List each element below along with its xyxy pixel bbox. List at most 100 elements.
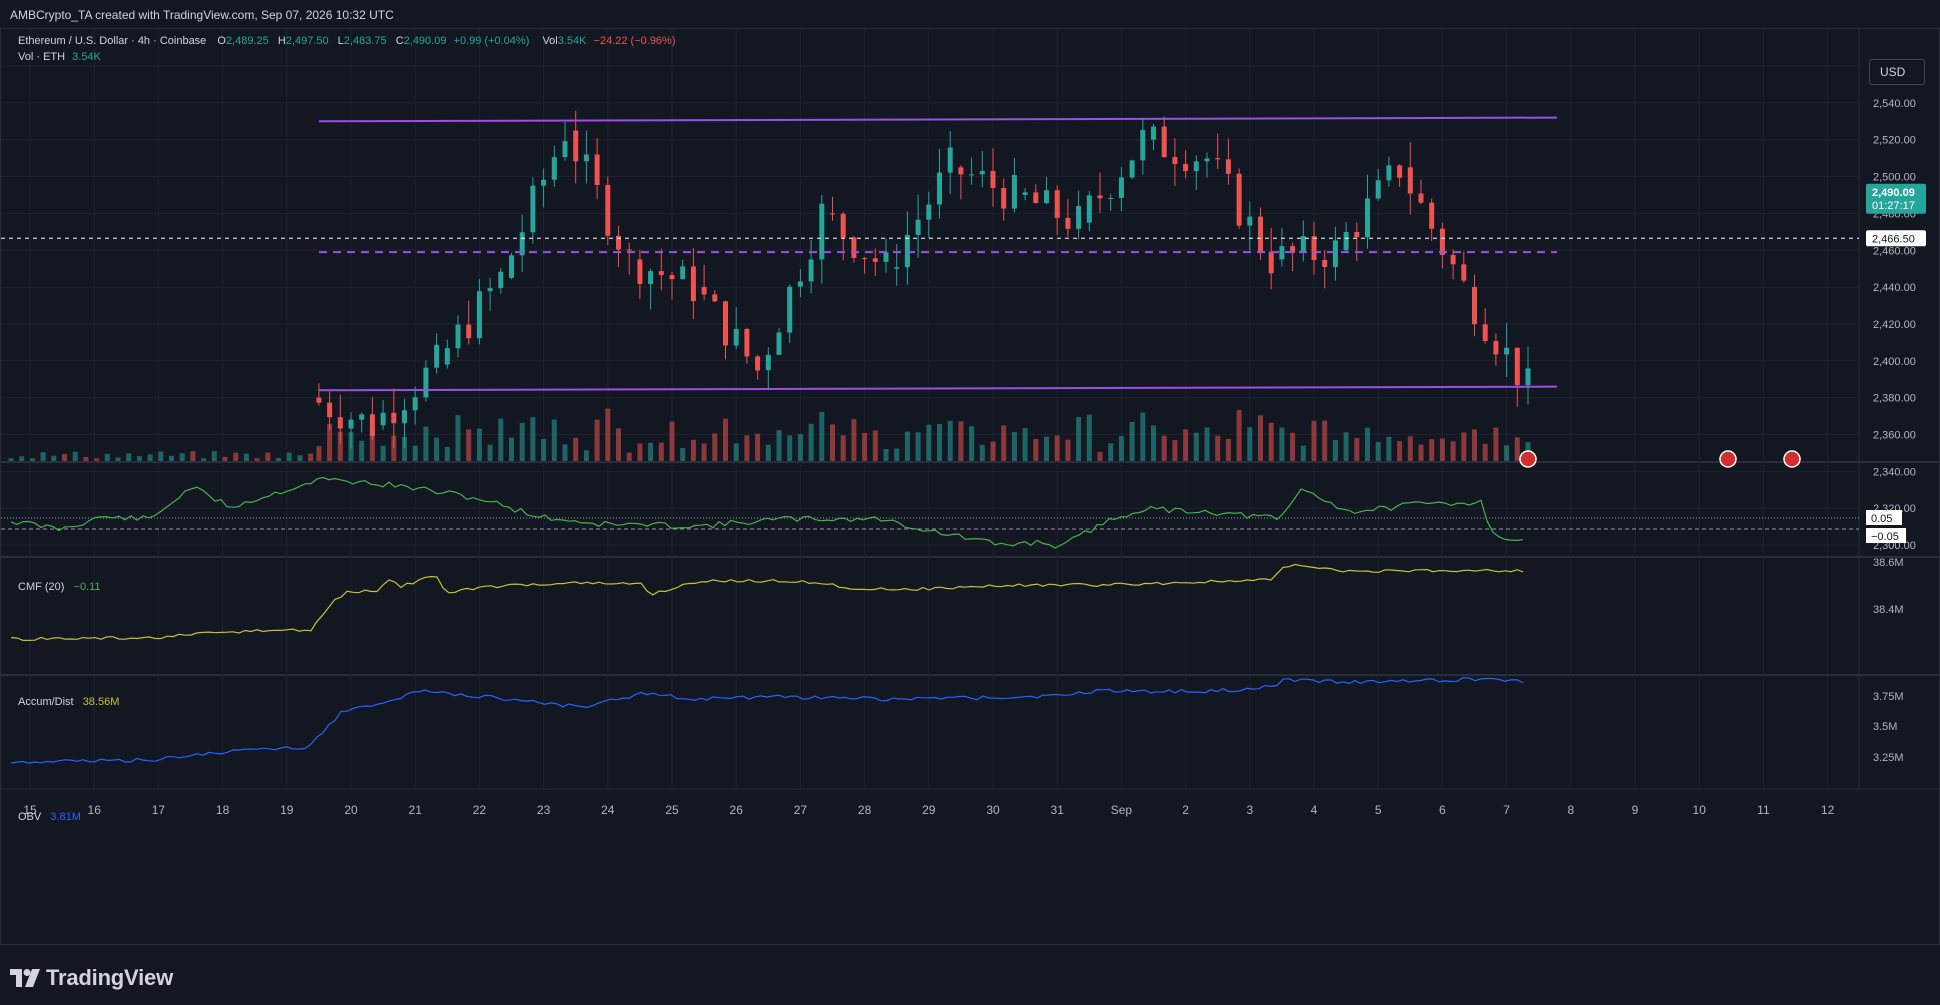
volume-bar [147,454,153,461]
candle-body [1161,126,1167,158]
candle-body [819,203,825,260]
obv-legend: OBV 3.81M [18,811,81,823]
candle-body [840,213,846,238]
chart-canvas[interactable]: 2,560.002,540.002,520.002,500.002,480.00… [1,29,1940,946]
time-axis-label: 4 [1311,803,1318,817]
time-axis-label: 11 [1757,803,1770,817]
time-axis-label: 22 [473,803,487,817]
candle-body [1033,192,1039,204]
candle-body [1300,236,1306,253]
obv-tick-label: 3.5M [1873,721,1897,733]
chart-frame[interactable]: 2,560.002,540.002,520.002,500.002,480.00… [0,28,1940,945]
candle-body [626,249,632,251]
tradingview-logo[interactable]: TradingView [10,965,173,991]
obv-line [10,677,1524,764]
volume-bar [222,456,228,461]
volume-bar [1482,443,1488,461]
volume-bar [915,432,921,461]
accum-dist-line [10,563,1524,641]
volume-bar [1450,441,1456,461]
candle-body [851,237,857,258]
price-tick-label: 2,520.00 [1873,135,1916,147]
volume-bar [190,451,196,461]
candle-body [926,204,932,220]
candle-body [1290,246,1296,253]
volume-bar [297,455,303,461]
volume-bar [391,435,397,461]
candle-body [1054,190,1060,218]
legend-close-label: C [395,35,404,47]
volume-bar [412,445,418,461]
candle-body [733,328,739,346]
volume-bar [348,432,354,461]
volume-bar [701,443,707,461]
volume-bar [402,436,407,461]
volume-bar [286,452,292,461]
legend-close-value: 2,490.09 [403,35,447,47]
tradingview-logo-icon [10,969,40,987]
time-axis-label: 12 [1821,803,1835,817]
volume-legend-value: 3.54K [72,51,101,63]
candle-body [690,266,696,302]
candle-body [573,130,579,162]
candle-body [765,354,771,371]
candle-body [915,219,921,235]
volume-bar [380,445,386,461]
candle-body [830,213,835,215]
candle-body [391,412,397,424]
volume-bar [616,428,621,461]
legend-high-value: 2,497.50 [285,35,329,47]
volume-bar [797,434,803,461]
volume-bar [669,421,675,461]
candle-body [1354,231,1360,238]
us-flag-event-icon [1783,450,1801,468]
candle-body [1118,177,1124,198]
price-tick-label: 2,500.00 [1873,172,1916,184]
candle-body [947,147,953,173]
candle-body [1493,340,1499,355]
volume-bar [530,417,536,461]
volume-bar [444,446,450,461]
volume-bar [830,424,835,461]
volume-bar [1140,412,1146,461]
price-tick-label: 2,400.00 [1873,356,1916,368]
volume-bar [1322,420,1328,461]
volume-bar [723,418,728,461]
volume-bar [1418,444,1424,461]
candle-body [1172,157,1178,165]
candle-body [1365,198,1370,238]
candle-body [551,157,557,180]
currency-button[interactable]: USD [1869,59,1925,85]
ad-tick-label: 38.6M [1873,557,1904,569]
candle-body [1472,287,1477,325]
volume-bar [733,443,739,461]
candle-body [1204,158,1210,162]
volume-bar [1311,420,1317,461]
obv-tick-label: 3.75M [1873,691,1904,703]
time-axis-label: 25 [665,803,679,817]
candle-body [701,287,707,295]
time-axis-label: 2 [1182,803,1189,817]
candle-body [797,281,803,287]
volume-bar [808,423,814,461]
current-price-badge [1866,183,1926,214]
candle-body [990,170,996,189]
volume-bar [541,438,547,461]
candle-body [744,328,750,357]
legend-vol-change: −24.22 (−0.96%) [593,35,676,47]
volume-bar [1397,441,1403,461]
candle-body [1311,236,1317,260]
volume-bar [243,453,249,461]
candle-body [1429,202,1435,229]
volume-bar [1161,435,1167,461]
obv-tick-label: 3.25M [1873,752,1904,764]
candle-body [562,141,568,158]
volume-legend: Vol · ETH 3.54K [18,51,101,63]
candle-body [894,267,900,269]
candle-body [1011,175,1017,209]
volume-bar [1183,429,1189,461]
candle-body [669,275,675,280]
volume-bar [573,437,579,461]
volume-bar [658,442,664,461]
current-price-label: 2,490.09 [1872,187,1915,199]
